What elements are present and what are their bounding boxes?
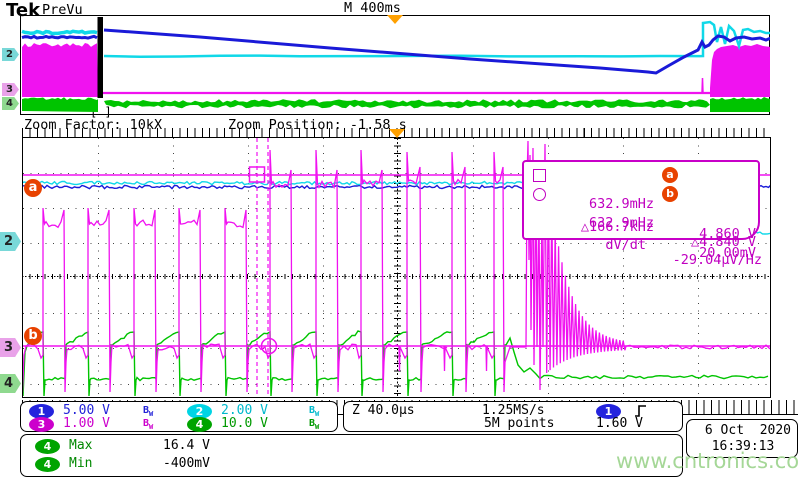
meas1-channel-badge: 4 xyxy=(35,439,60,454)
watermark-text: www.cntronics.com xyxy=(616,449,800,473)
cursor-b-circle-icon xyxy=(533,188,546,201)
cursor-a-badge-small: a xyxy=(662,167,678,183)
cursor-b-badge-small: b xyxy=(662,186,678,202)
trigger-position-marker-overview xyxy=(387,15,403,24)
dvdt-label: dV/dt xyxy=(605,237,646,253)
ch2-badge: 2 xyxy=(187,404,212,419)
ch2-ref-marker: 2 xyxy=(0,232,21,251)
zoom-timebase: Z 40.0µs xyxy=(352,403,415,418)
cursor-b-badge: b xyxy=(24,327,42,345)
ch3-badge: 3 xyxy=(29,417,54,432)
measurements-box: 4 Max 16.4 V 4 Min -400mV xyxy=(20,434,683,477)
ch1-badge: 1 xyxy=(29,404,54,419)
ch4-ref-marker: 4 xyxy=(0,374,21,393)
trigger-level: 1.60 V xyxy=(596,416,643,431)
ch3-ref-marker-overview: 3 xyxy=(2,83,19,96)
cursor-readout-box: 632.9mHz a 4.860 V 632.9mHz b 20.00mV △1… xyxy=(522,160,762,268)
ch3-scale: 1.00 V xyxy=(63,416,110,431)
cursor-a-badge: a xyxy=(24,179,42,197)
date-readout: 6 Oct 2020 xyxy=(704,423,791,438)
meas2-channel-badge: 4 xyxy=(35,457,60,472)
time-readout: 16:39:13 xyxy=(711,439,775,454)
sample-rate: 1.25MS/s xyxy=(482,403,545,418)
ch2-bandwidth-icon: BW xyxy=(309,405,320,418)
meas1-name: Max xyxy=(69,438,93,453)
ch3-ref-marker: 3 xyxy=(0,338,21,357)
dvdt-value: -29.04µV/Hz xyxy=(672,252,762,268)
ch2-scale: 2.00 V xyxy=(221,403,268,418)
waveform-overview-window xyxy=(20,15,770,115)
ch4-bandwidth-icon: BW xyxy=(309,418,320,431)
trigger-source-badge: 1 xyxy=(596,404,621,419)
rising-edge-icon xyxy=(635,405,646,417)
acquisition-status: PreVu xyxy=(42,2,83,18)
datetime-box: 6 Oct 2020 16:39:13 xyxy=(686,419,798,458)
record-length: 5M points xyxy=(484,416,555,431)
cursor-a-square-icon xyxy=(533,169,546,182)
meas1-value: 16.4 V xyxy=(163,438,210,453)
zoom-window-bracket: [ ] xyxy=(90,105,112,119)
ch2-ref-marker-overview: 2 xyxy=(2,48,19,61)
acquisition-box: Z 40.0µs 1.25MS/s 5M points 1 1.60 V xyxy=(343,401,683,432)
meas2-value: -400mV xyxy=(163,456,210,471)
trigger-position-line xyxy=(394,138,401,397)
ch1-scale: 5.00 V xyxy=(63,403,110,418)
ch3-bandwidth-icon: BW xyxy=(143,418,154,431)
ch4-badge: 4 xyxy=(187,417,212,432)
trigger-position-marker-zoom xyxy=(389,129,405,138)
meas2-name: Min xyxy=(69,456,93,471)
channel-scales-box: 1 5.00 V BW 2 2.00 V BW 3 1.00 V BW 4 10… xyxy=(20,401,338,432)
ch4-scale: 10.0 V xyxy=(221,416,268,431)
ch1-bandwidth-icon: BW xyxy=(143,405,154,418)
main-timebase-readout: M 400ms xyxy=(344,0,401,16)
ch4-ref-marker-overview: 4 xyxy=(2,97,19,110)
